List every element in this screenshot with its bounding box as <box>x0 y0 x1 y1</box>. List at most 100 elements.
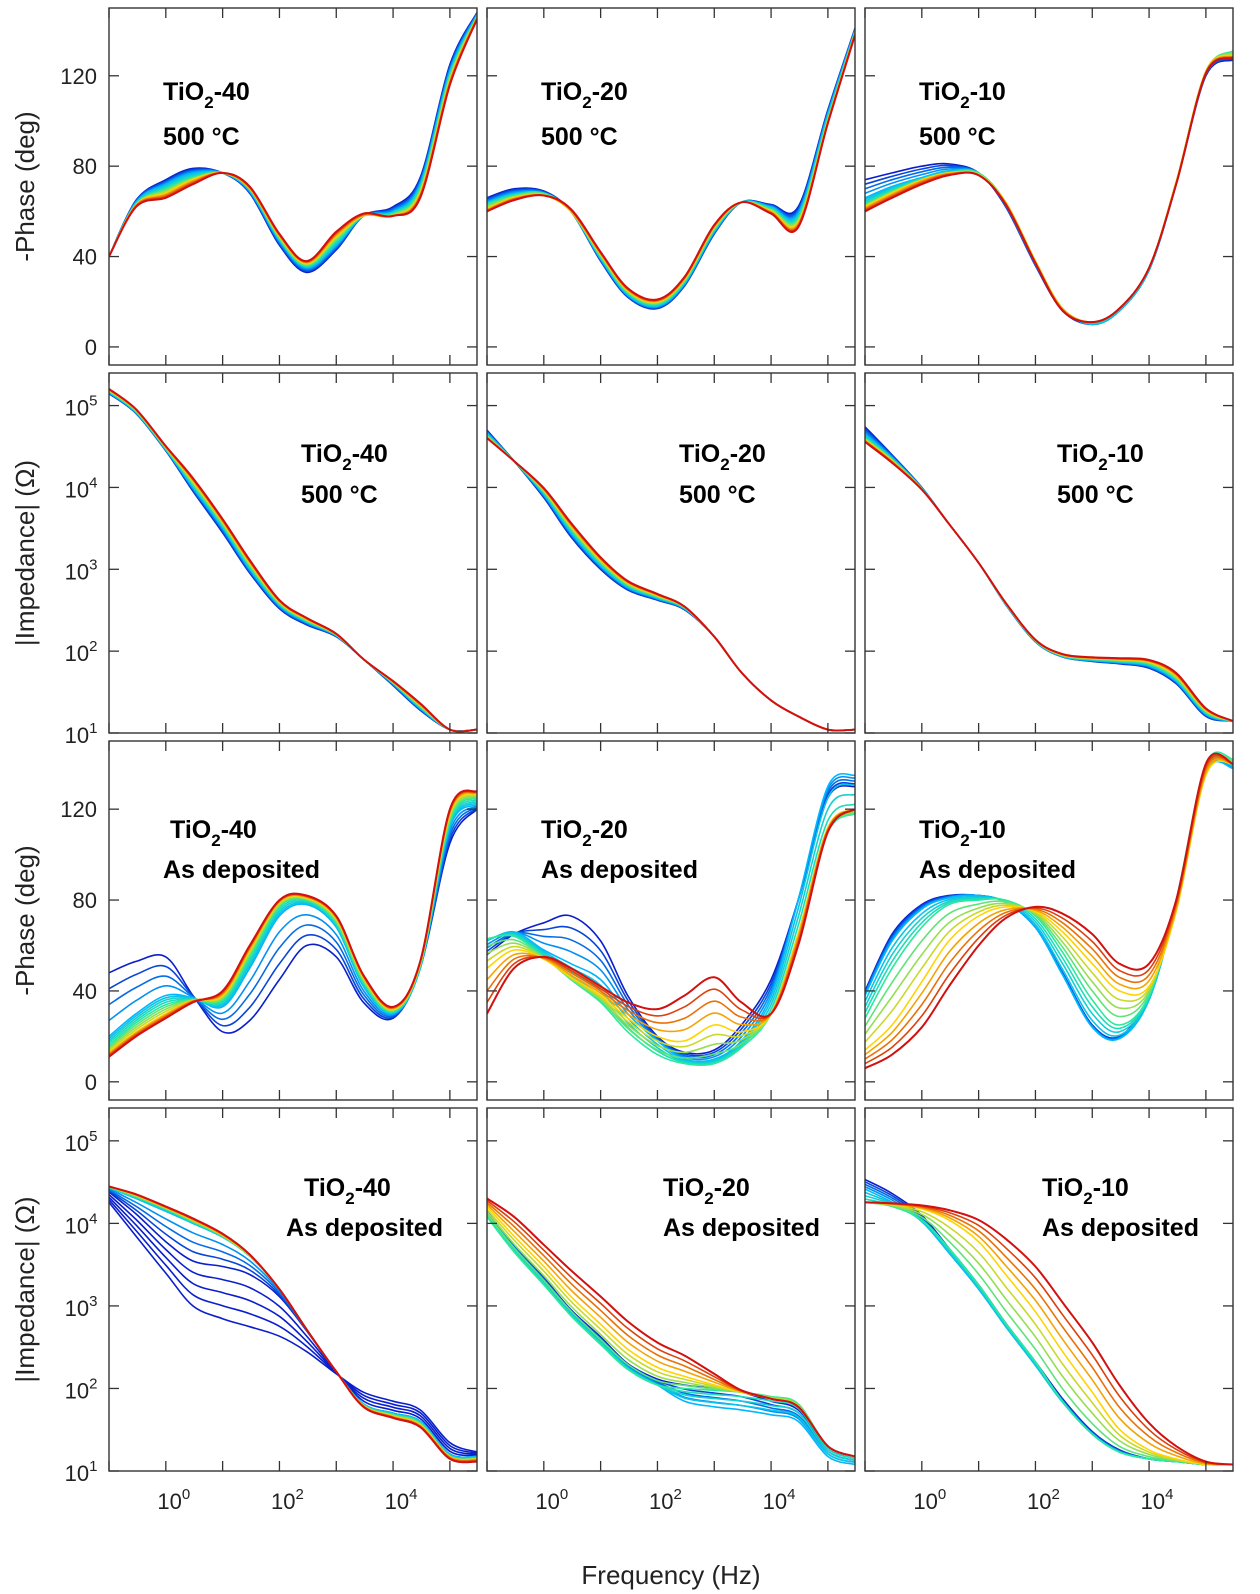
series-group <box>487 28 855 310</box>
sample-label: TiO2-40 <box>304 1174 391 1208</box>
series-line <box>487 431 855 732</box>
series-line <box>487 436 855 732</box>
y-tick-label: 103 <box>65 556 98 584</box>
y-tick-label: 105 <box>65 393 98 421</box>
series-group <box>865 751 1233 1070</box>
sample-label: TiO2-20 <box>679 440 766 474</box>
series-line <box>487 435 855 732</box>
y-tick-label: 105 <box>65 1128 98 1156</box>
sample-label: TiO2-20 <box>663 1174 750 1208</box>
y-tick-label: 120 <box>60 64 97 89</box>
series-line <box>487 31 855 307</box>
y-tick-label: 101 <box>65 720 98 748</box>
series-line <box>109 1194 477 1457</box>
series-line <box>487 32 855 306</box>
axes-frame <box>486 740 856 1101</box>
x-tick-label: 104 <box>763 1486 796 1514</box>
series-line <box>487 32 855 305</box>
series-line <box>487 437 855 732</box>
axes-frame <box>864 372 1234 734</box>
series-line <box>487 436 855 732</box>
series-line <box>865 1201 1233 1466</box>
series-line <box>487 34 855 302</box>
series-line <box>865 438 1233 722</box>
series-line <box>109 389 477 733</box>
y-axis-label: |Impedance| (Ω) <box>10 460 40 646</box>
series-line <box>487 29 855 308</box>
series-line <box>487 34 855 301</box>
series-line <box>487 808 855 1018</box>
condition-label: As deposited <box>1042 1214 1199 1242</box>
series-line <box>865 1201 1233 1466</box>
sample-label: TiO2-10 <box>919 78 1006 112</box>
series-line <box>487 808 855 1033</box>
series-group <box>487 772 855 1067</box>
condition-label: As deposited <box>163 856 320 884</box>
panel-p00: 0 40 80 120 -Phase (deg) TiO2-40 500 °C <box>10 7 478 366</box>
condition-label: As deposited <box>919 856 1076 884</box>
series-line <box>109 18 477 263</box>
x-tick-label: 104 <box>385 1486 418 1514</box>
series-line <box>487 1214 855 1462</box>
series-line <box>487 783 855 1064</box>
series-line <box>109 389 477 733</box>
panel-p20: 0 40 80 120 -Phase (deg) TiO2-40 As deposited <box>10 740 478 1101</box>
panel-p02: TiO2-10 500 °C <box>864 7 1234 366</box>
y-tick-label: 80 <box>73 888 97 913</box>
series-line <box>487 1214 855 1464</box>
series-group <box>865 1178 1233 1466</box>
series-line <box>487 434 855 732</box>
series-line <box>109 389 477 733</box>
series-group <box>109 12 477 274</box>
series-line <box>109 792 477 1053</box>
series-line <box>487 437 855 732</box>
series-group <box>865 426 1233 722</box>
series-line <box>109 807 477 1027</box>
axes-frame <box>108 1107 478 1472</box>
series-line <box>487 435 855 732</box>
axes-frame <box>864 1107 1234 1472</box>
series-line <box>487 30 855 307</box>
y-tick-label: 40 <box>73 245 97 270</box>
series-line <box>487 433 855 732</box>
series-line <box>109 390 477 733</box>
axes-frame <box>486 1107 856 1472</box>
condition-label: As deposited <box>286 1214 443 1242</box>
x-tick-label: 102 <box>271 1486 304 1514</box>
y-tick-label: 101 <box>65 1458 98 1486</box>
panel-p21: TiO2-20 As deposited <box>486 740 856 1101</box>
x-axis-label: Frequency (Hz) <box>581 1560 760 1590</box>
x-tick-label: 100 <box>913 1486 946 1514</box>
series-line <box>487 430 855 732</box>
panel-p30: 100 102 104 101 102 103 104 105 |Impedance| (Ω) T… <box>10 1107 478 1514</box>
condition-label: 500 °C <box>919 123 996 151</box>
sample-label: TiO2-10 <box>919 816 1006 850</box>
y-axis-label: -Phase (deg) <box>10 845 40 995</box>
series-line <box>487 431 855 732</box>
panel-p11: TiO2-20 500 °C <box>486 372 856 734</box>
y-tick-label: 104 <box>65 1210 98 1238</box>
series-group <box>487 1197 855 1466</box>
series-line <box>487 32 855 306</box>
series-line <box>109 388 477 733</box>
y-tick-label: 0 <box>85 335 97 360</box>
series-line <box>109 388 477 733</box>
series-line <box>109 390 477 733</box>
axes-frame <box>108 372 478 734</box>
series-line <box>487 30 855 308</box>
condition-label: 500 °C <box>541 123 618 151</box>
series-line <box>865 1201 1233 1466</box>
series-line <box>487 433 855 732</box>
y-tick-label: 104 <box>65 474 98 502</box>
series-line <box>487 436 855 732</box>
condition-label: As deposited <box>663 1214 820 1242</box>
sample-label: TiO2-40 <box>163 78 250 112</box>
y-tick-label: 80 <box>73 154 97 179</box>
series-line <box>109 1199 477 1454</box>
panel-p01: TiO2-20 500 °C <box>486 7 856 366</box>
series-line <box>487 33 855 303</box>
y-tick-label: 102 <box>65 1375 98 1403</box>
series-group <box>865 50 1233 326</box>
series-group <box>487 429 855 732</box>
